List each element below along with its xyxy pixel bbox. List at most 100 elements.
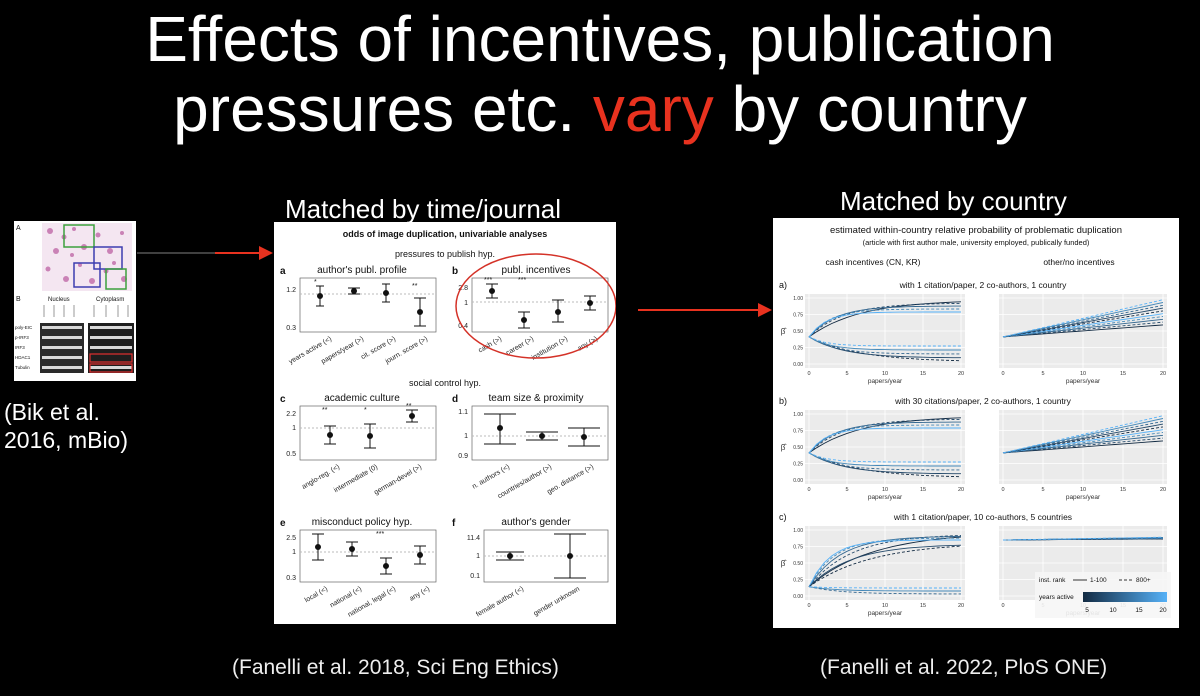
bik-figure-graphic: A B Nucleus Cytoplasm poly-EIC p-IRF3 IR…: [15, 223, 134, 373]
left-figure-title: odds of image duplication, univariable a…: [343, 229, 548, 239]
bik-figure: A B Nucleus Cytoplasm poly-EIC p-IRF3 IR…: [14, 221, 136, 381]
series-line: [1002, 437, 1164, 454]
x-tick: 10: [882, 371, 888, 377]
x-axis-label: papers/year: [1066, 378, 1101, 385]
legend-item-1: 1-100: [1090, 577, 1107, 584]
series-line: [1002, 432, 1164, 454]
panel-letter: f: [452, 518, 456, 529]
y-tick: 2.5: [286, 535, 296, 542]
series-line: [1002, 536, 1164, 541]
left-figure: odds of image duplication, univariable a…: [274, 222, 617, 624]
title-highlight-word: vary: [592, 73, 714, 145]
right-figure-title: estimated within-country relative probab…: [830, 225, 1122, 236]
y-tick: 0.00: [793, 478, 803, 484]
x-axis-label: papers/year: [1066, 494, 1101, 501]
series-line: [1002, 434, 1164, 454]
series-line: [808, 452, 961, 471]
y-tick: 0.75: [793, 313, 803, 319]
right-figure-subtitle: (article with first author male, univers…: [863, 238, 1090, 247]
left-panel-f: f author's gender 11.4 1 0.1 female auth…: [452, 517, 609, 618]
x-label: any (<): [408, 586, 431, 603]
left-panel-d: d team size & proximity 1.1 1 0.9 n. aut…: [452, 393, 609, 500]
series-line: [1002, 316, 1164, 338]
series-line: [808, 418, 962, 454]
svg-text:***: ***: [484, 277, 492, 284]
column-header-cash: cash incentives (CN, KR): [826, 257, 921, 267]
series-line: [808, 544, 962, 588]
x-tick: 0: [807, 603, 810, 609]
row-letter: b): [779, 396, 787, 406]
slide-title: Effects of incentives, publication press…: [0, 4, 1200, 144]
x-label: german-devel (>): [373, 464, 423, 497]
bik-panel-b-letter: B: [16, 296, 21, 303]
series-line: [1002, 307, 1164, 338]
y-axis-label: β̂: [781, 327, 788, 336]
y-tick: 0.5: [286, 451, 296, 458]
title-line-1: Effects of incentives, publication: [145, 3, 1055, 75]
y-tick: 0.25: [793, 578, 803, 584]
series-line: [1002, 321, 1164, 338]
series-line: [808, 336, 961, 351]
series-line: [1002, 423, 1164, 454]
y-axis-label: β̂: [781, 559, 788, 568]
series-line: [1002, 302, 1164, 338]
title-line-2-pre: pressures etc.: [173, 73, 593, 145]
y-tick: 1: [464, 300, 468, 307]
panel-letter: c: [280, 394, 286, 405]
left-panel-e: e misconduct policy hyp. 2.5 1 0.3 *** l…: [280, 517, 437, 619]
series-line: [808, 586, 961, 595]
x-tick: 20: [958, 487, 964, 493]
legend-gradient-tick: 15: [1135, 607, 1143, 614]
arrow-to-right-figure: [638, 303, 772, 317]
row-title: with 1 citation/paper, 10 co-authors, 5 …: [893, 512, 1072, 522]
panel-letter: a: [280, 266, 286, 277]
y-tick: 1.2: [286, 287, 296, 294]
legend-item-2: 800+: [1136, 577, 1151, 584]
series-line: [808, 427, 961, 454]
bik-citation-line-2: 2016, mBio): [4, 427, 129, 453]
y-tick: 0.25: [793, 346, 803, 352]
x-axis-label: papers/year: [868, 494, 903, 501]
bik-citation: (Bik et al. 2016, mBio): [4, 398, 128, 454]
y-tick: 1: [292, 425, 296, 432]
x-tick: 20: [1160, 371, 1166, 377]
panel-title: team size & proximity: [488, 393, 583, 404]
x-tick: 15: [920, 371, 926, 377]
x-tick: 0: [1001, 487, 1004, 493]
series-line: [1002, 304, 1164, 338]
x-tick: 10: [1080, 371, 1086, 377]
x-label: gender unknown: [533, 586, 581, 618]
y-tick: 0.00: [793, 362, 803, 368]
series-line: [808, 535, 962, 587]
y-tick: 0.50: [793, 445, 803, 451]
x-tick: 15: [920, 487, 926, 493]
series-line: [1002, 299, 1164, 338]
x-tick: 5: [845, 371, 848, 377]
series-line: [808, 424, 961, 454]
x-tick: 20: [958, 371, 964, 377]
series-line: [808, 452, 961, 463]
svg-text:***: ***: [518, 277, 526, 284]
svg-text:*: *: [314, 279, 317, 286]
y-tick: 1.00: [793, 412, 803, 418]
x-label: n. authors (<): [471, 464, 511, 491]
arrow-to-left-figure: [137, 246, 273, 260]
y-tick: 0.75: [793, 545, 803, 551]
x-tick: 0: [807, 371, 810, 377]
left-figure-citation: (Fanelli et al. 2018, Sci Eng Ethics): [232, 656, 559, 679]
x-tick: 15: [1120, 371, 1126, 377]
x-tick: 20: [958, 603, 964, 609]
series-line: [808, 545, 962, 588]
y-tick: 0.25: [793, 462, 803, 468]
series-line: [1002, 420, 1164, 454]
series-line: [808, 586, 961, 589]
bik-row-label: poly-EIC: [15, 325, 33, 330]
series-line: [808, 586, 961, 592]
bik-row-label: HDAC1: [15, 355, 31, 360]
y-tick: 1.00: [793, 296, 803, 302]
right-figure: estimated within-country relative probab…: [773, 218, 1179, 628]
x-tick: 0: [807, 487, 810, 493]
bik-row-label: Tubulin: [15, 365, 30, 370]
y-tick: 0.00: [793, 594, 803, 600]
panel-letter: d: [452, 394, 458, 405]
